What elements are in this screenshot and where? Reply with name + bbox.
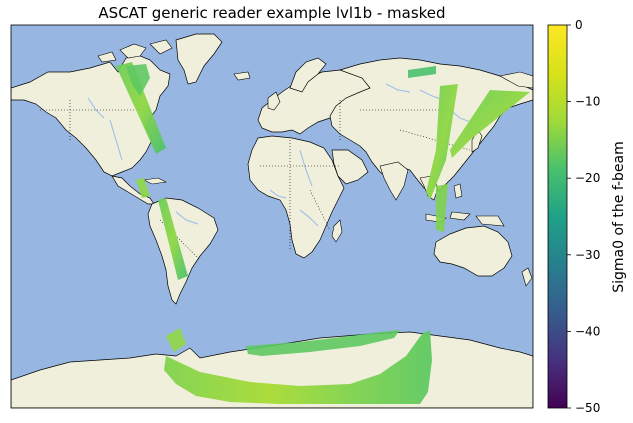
land-greenland	[175, 33, 223, 85]
colorbar: 0 −10 −20 −30 −40 −50	[547, 18, 600, 415]
land-australia	[433, 225, 513, 277]
swath-east-asia	[450, 90, 530, 158]
swath-central-america	[136, 178, 150, 198]
swath-south-america	[158, 198, 188, 280]
land-philippines	[453, 183, 463, 199]
swath-north-america	[116, 62, 166, 154]
colorbar-label: Sigma0 of the f-beam	[610, 140, 627, 293]
colorbar-tick-label: −40	[575, 324, 600, 338]
land-uk	[267, 91, 281, 111]
swath-antarctica-upper	[246, 330, 400, 356]
land-madagascar	[331, 219, 343, 243]
colorbar-frame	[547, 24, 568, 409]
colorbar-tick-label: −20	[575, 171, 600, 185]
land-new-zealand	[521, 267, 533, 287]
colorbar-tick-label: −10	[575, 95, 600, 109]
land-africa	[247, 135, 345, 259]
sigma0-swaths	[116, 62, 530, 404]
figure-title: ASCAT generic reader example lvl1b - mas…	[98, 4, 446, 22]
land-india	[379, 161, 409, 201]
land-arctic-islands	[97, 39, 173, 63]
land-arabia	[331, 149, 369, 185]
land-far-east	[499, 71, 533, 89]
colorbar-tick-label: 0	[575, 18, 583, 32]
colorbar-tick-label: −50	[575, 401, 600, 415]
colorbar-gradient	[548, 25, 567, 408]
swath-siberia	[426, 84, 458, 200]
map-axes	[11, 25, 533, 408]
map-frame	[10, 24, 534, 409]
land-scandinavia	[289, 57, 327, 93]
swath-southeast-asia	[436, 184, 448, 232]
land-iceland	[233, 71, 251, 81]
rivers	[87, 83, 471, 227]
land-caribbean	[143, 177, 167, 185]
swath-antarctic-peninsula	[166, 328, 186, 352]
colorbar-tick-label: −30	[575, 248, 600, 262]
swath-arctic-russia	[408, 66, 436, 78]
swath-antarctica-main	[164, 330, 432, 404]
swath-greenland	[126, 64, 150, 96]
colorbar-ticks: 0 −10 −20 −30 −40 −50	[567, 18, 600, 415]
